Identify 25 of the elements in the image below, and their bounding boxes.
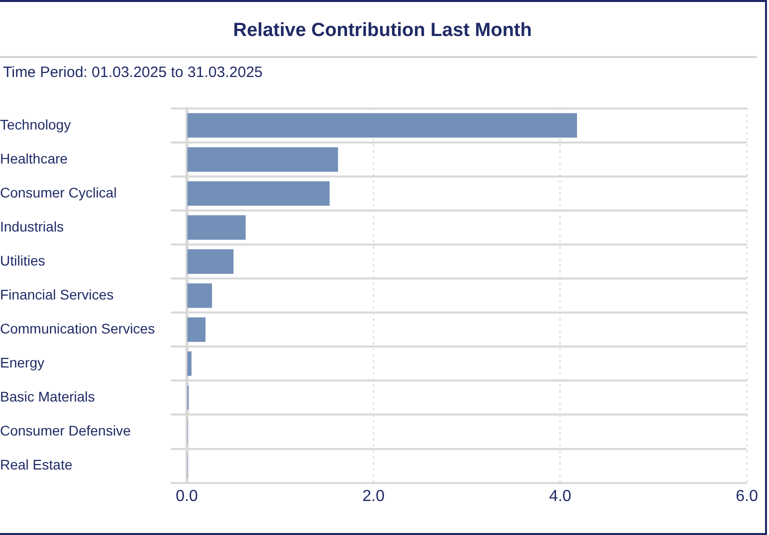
y-tick-label: Real Estate: [0, 456, 73, 473]
y-tick-label: Technology: [0, 116, 71, 132]
bar: [187, 181, 330, 206]
y-tick-label: Basic Materials: [0, 388, 95, 405]
y-tick-label: Energy: [0, 354, 44, 371]
bar: [187, 215, 246, 240]
y-tick-label: Consumer Defensive: [0, 422, 131, 439]
y-tick-label: Financial Services: [0, 286, 114, 302]
chart-subtitle: Time Period: 01.03.2025 to 31.03.2025: [3, 64, 264, 81]
x-tick-label: 2.0: [362, 488, 385, 505]
y-tick-label: Utilities: [0, 252, 46, 268]
bar: [187, 351, 192, 376]
bar: [187, 147, 338, 172]
x-tick-label: 4.0: [549, 488, 572, 505]
y-tick-label: Consumer Cyclical: [0, 184, 117, 200]
bar: [187, 317, 206, 342]
bar: [187, 249, 234, 274]
bar: [187, 113, 577, 138]
x-tick-label: 6.0: [736, 488, 758, 505]
x-tick-label: 0.0: [176, 488, 198, 505]
bar: [187, 283, 212, 308]
y-tick-label: Healthcare: [0, 150, 68, 166]
y-tick-label: Communication Services: [0, 320, 155, 336]
y-tick-label: Industrials: [0, 218, 64, 234]
chart-title: Relative Contribution Last Month: [232, 20, 533, 43]
